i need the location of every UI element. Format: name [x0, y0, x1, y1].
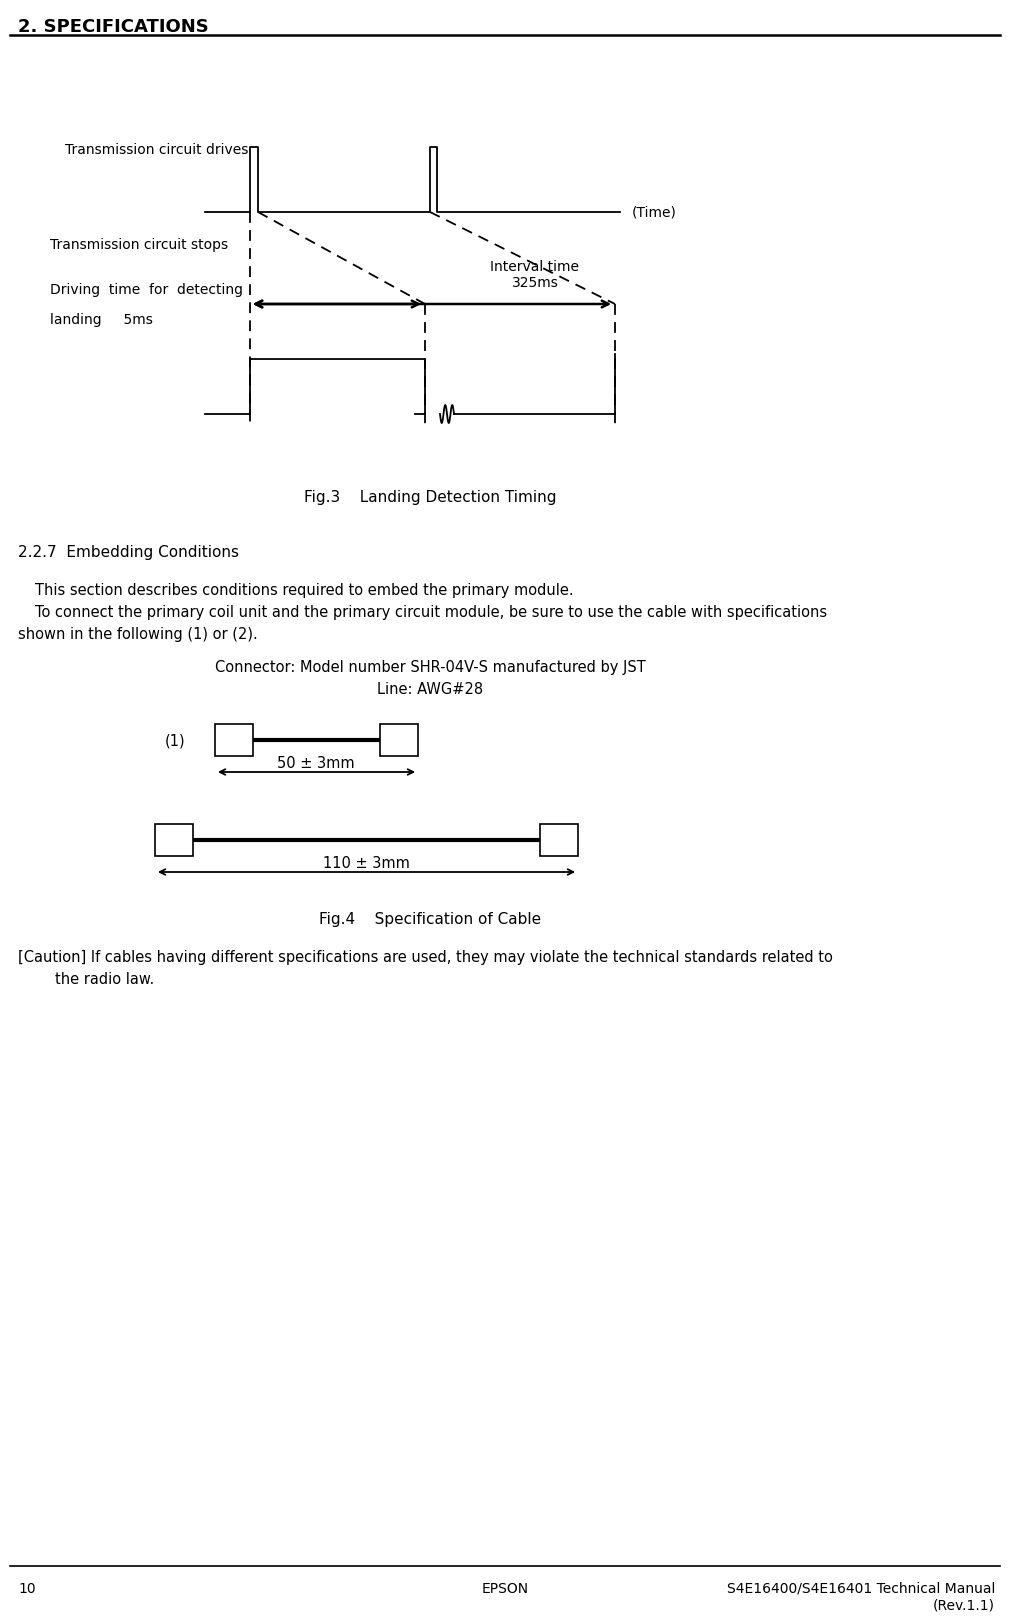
- Text: Fig.3    Landing Detection Timing: Fig.3 Landing Detection Timing: [304, 490, 557, 505]
- Text: EPSON: EPSON: [482, 1581, 528, 1595]
- Text: [Caution] If cables having different specifications are used, they may violate t: [Caution] If cables having different spe…: [18, 949, 833, 964]
- Text: Fig.4    Specification of Cable: Fig.4 Specification of Cable: [319, 912, 541, 927]
- Text: landing     5ms: landing 5ms: [50, 313, 153, 326]
- Text: 2. SPECIFICATIONS: 2. SPECIFICATIONS: [18, 18, 209, 36]
- Text: (Time): (Time): [632, 206, 677, 219]
- Text: 50 ± 3mm: 50 ± 3mm: [277, 756, 355, 771]
- Bar: [380, 724, 418, 756]
- Bar: [215, 724, 252, 756]
- Text: Interval time
325ms: Interval time 325ms: [491, 260, 580, 291]
- Text: shown in the following (1) or (2).: shown in the following (1) or (2).: [18, 626, 258, 641]
- Text: (1): (1): [165, 734, 185, 748]
- Text: To connect the primary coil unit and the primary circuit module, be sure to use : To connect the primary coil unit and the…: [35, 605, 827, 620]
- Text: 10: 10: [18, 1581, 35, 1595]
- Text: Line: AWG#28: Line: AWG#28: [377, 682, 483, 696]
- Text: (2): (2): [165, 833, 185, 847]
- Text: This section describes conditions required to embed the primary module.: This section describes conditions requir…: [35, 583, 574, 597]
- Bar: [155, 824, 193, 857]
- Text: Connector: Model number SHR-04V-S manufactured by JST: Connector: Model number SHR-04V-S manufa…: [214, 659, 645, 675]
- Text: Transmission circuit drives: Transmission circuit drives: [65, 143, 248, 157]
- Text: the radio law.: the radio law.: [55, 972, 155, 987]
- Text: Driving  time  for  detecting: Driving time for detecting: [50, 282, 243, 297]
- Text: S4E16400/S4E16401 Technical Manual
(Rev.1.1): S4E16400/S4E16401 Technical Manual (Rev.…: [726, 1581, 995, 1612]
- Text: Transmission circuit stops: Transmission circuit stops: [50, 239, 228, 252]
- Bar: [540, 824, 578, 857]
- Text: 2.2.7  Embedding Conditions: 2.2.7 Embedding Conditions: [18, 545, 239, 560]
- Text: 110 ± 3mm: 110 ± 3mm: [322, 855, 409, 870]
